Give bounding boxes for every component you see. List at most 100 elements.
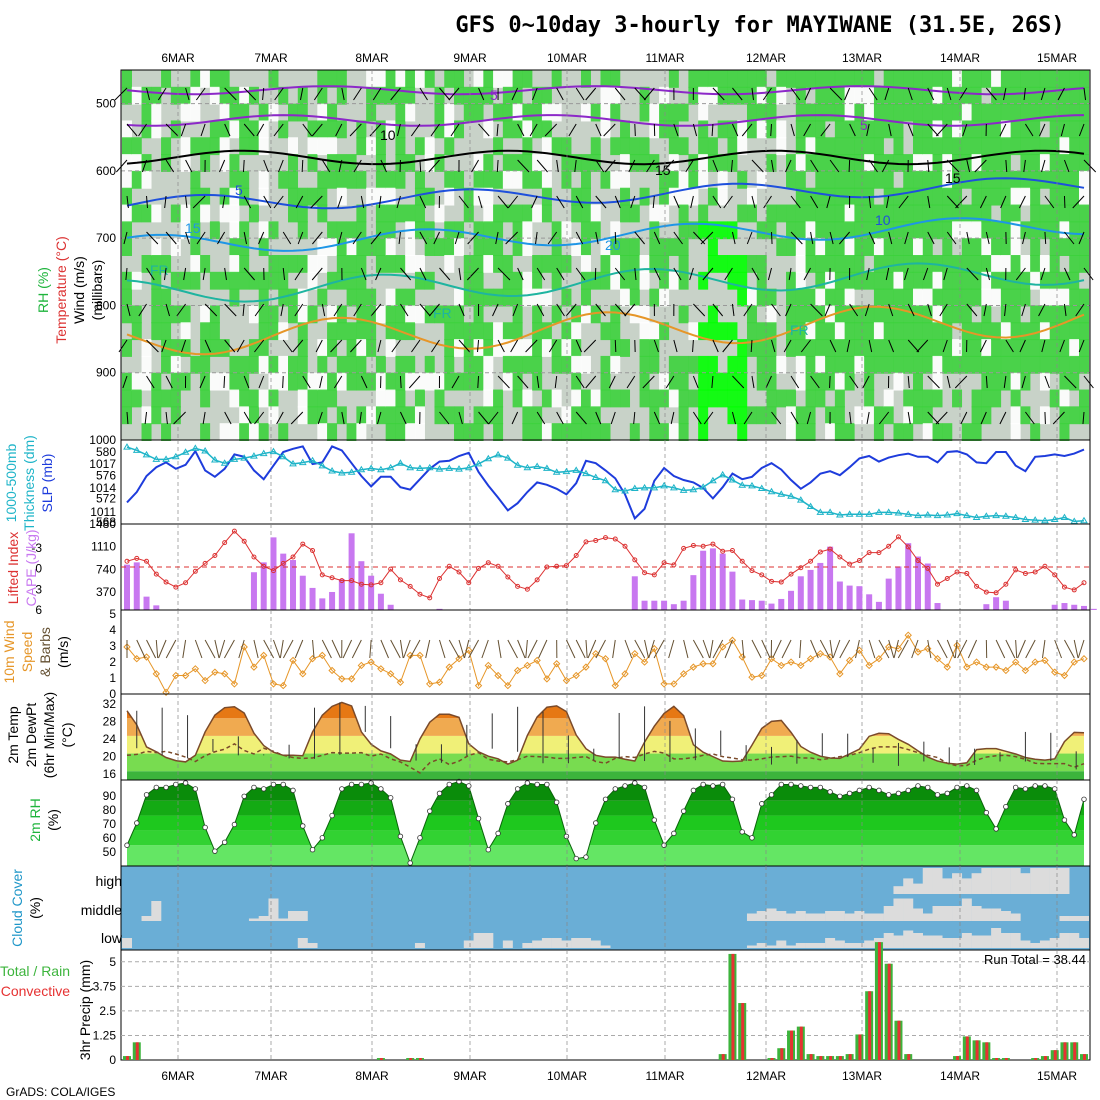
rh-cell [981, 238, 992, 256]
lifted-index-marker [1003, 581, 1009, 587]
rh-cell [375, 221, 386, 240]
rh-cell [463, 372, 474, 391]
rh-cell [678, 170, 689, 189]
rh-cell [258, 423, 269, 441]
rh-cell [200, 204, 211, 223]
rh-marker [524, 780, 531, 786]
ylabel-part: & Barbs [37, 627, 53, 677]
slp-line [126, 445, 1085, 521]
rh-cell [932, 221, 943, 240]
rh-cell [873, 221, 884, 240]
rh-cell [727, 322, 738, 341]
rh-cell [229, 255, 240, 273]
precip-conv-bar [135, 1042, 139, 1060]
rh-cell [248, 423, 259, 441]
rh-cell [942, 137, 953, 156]
cloud-cell [873, 913, 884, 921]
rh-cell [483, 221, 494, 240]
precip-conv-bar [790, 1030, 794, 1060]
rh-cell [678, 255, 689, 273]
rh-cell [463, 187, 474, 206]
rh-cell [551, 271, 562, 290]
chart-title: GFS 0~10day 3-hourly for MAYIWANE (31.5E… [455, 13, 1064, 38]
rh-cell [1000, 288, 1011, 307]
rh-cell [981, 154, 992, 172]
wind-barb [966, 267, 979, 281]
rh-cell [317, 70, 328, 88]
wind-barb [673, 339, 678, 353]
rh-cell [786, 288, 797, 307]
wind-barb [375, 267, 382, 281]
rh-cell [678, 355, 689, 374]
wind-barb [916, 339, 929, 353]
date-label-bottom: 10MAR [547, 1069, 587, 1083]
rh-cell [512, 103, 523, 122]
rh-cell [698, 120, 709, 139]
rh-cell [502, 339, 513, 357]
rh-cell [229, 288, 240, 307]
rh-cell [639, 322, 650, 341]
rh-cell [981, 221, 992, 240]
tick-label: 572 [96, 492, 116, 506]
cloud-cell [825, 938, 836, 948]
rh-cell [805, 423, 816, 441]
rh-cell [1049, 221, 1060, 240]
thickness-marker [816, 508, 825, 515]
rh-cell [532, 170, 543, 189]
wind-barb [829, 159, 840, 173]
rh-marker [182, 780, 189, 786]
wind-barb [126, 411, 129, 425]
rh-cell [932, 372, 943, 391]
thickness-marker [386, 463, 395, 471]
rh-cell [200, 70, 211, 88]
rh-cell [1059, 288, 1070, 307]
rh-cell [629, 288, 640, 307]
ylabel-part: Speed [19, 632, 35, 672]
wind-barb [907, 303, 915, 317]
rh-cell [1010, 339, 1021, 357]
rh-cell [288, 305, 299, 324]
cape-bar [153, 605, 160, 610]
wind-barb-10m [218, 639, 226, 659]
wind-speed-marker [338, 675, 346, 683]
wind-barb [820, 123, 831, 137]
rh-marker [427, 808, 433, 814]
wind-barb [595, 159, 605, 173]
rh-cell [805, 406, 816, 425]
rh-cell [864, 103, 875, 122]
rh-cell [649, 221, 660, 240]
rh-cell [629, 423, 640, 441]
rh-cell [1000, 238, 1011, 256]
rh-cell [844, 288, 855, 307]
cloud-cell [981, 908, 992, 921]
lifted-index-marker [212, 553, 218, 559]
rh-cell [600, 389, 611, 408]
wind-barb [370, 231, 382, 245]
rh-cell [893, 288, 904, 307]
cloud-cell [883, 906, 894, 921]
cloud-cell [561, 940, 572, 948]
wind-barb-10m [263, 639, 275, 659]
wind-barb [868, 195, 872, 209]
wind-barb [785, 159, 792, 173]
lifted-index-marker [778, 579, 784, 585]
isotherm-label: 5 [860, 117, 868, 133]
wind-speed-marker [377, 665, 385, 673]
rh-cell [991, 288, 1002, 307]
rh-cell [161, 322, 172, 341]
rh-cell [1030, 103, 1041, 122]
wind-speed-marker [162, 688, 170, 697]
wind-barb-10m [644, 639, 650, 659]
rh-cell [463, 423, 474, 441]
wind-barb-10m [967, 639, 978, 659]
lifted-index-marker [349, 578, 355, 584]
date-label-top: 11MAR [645, 51, 684, 65]
rh-marker [153, 784, 159, 791]
wind-barb [263, 159, 269, 173]
rh-cell [893, 238, 904, 256]
wind-barb [138, 303, 147, 317]
rh-cell [532, 423, 543, 441]
tick-label: 3.75 [93, 979, 117, 993]
lifted-index-marker [427, 595, 433, 601]
